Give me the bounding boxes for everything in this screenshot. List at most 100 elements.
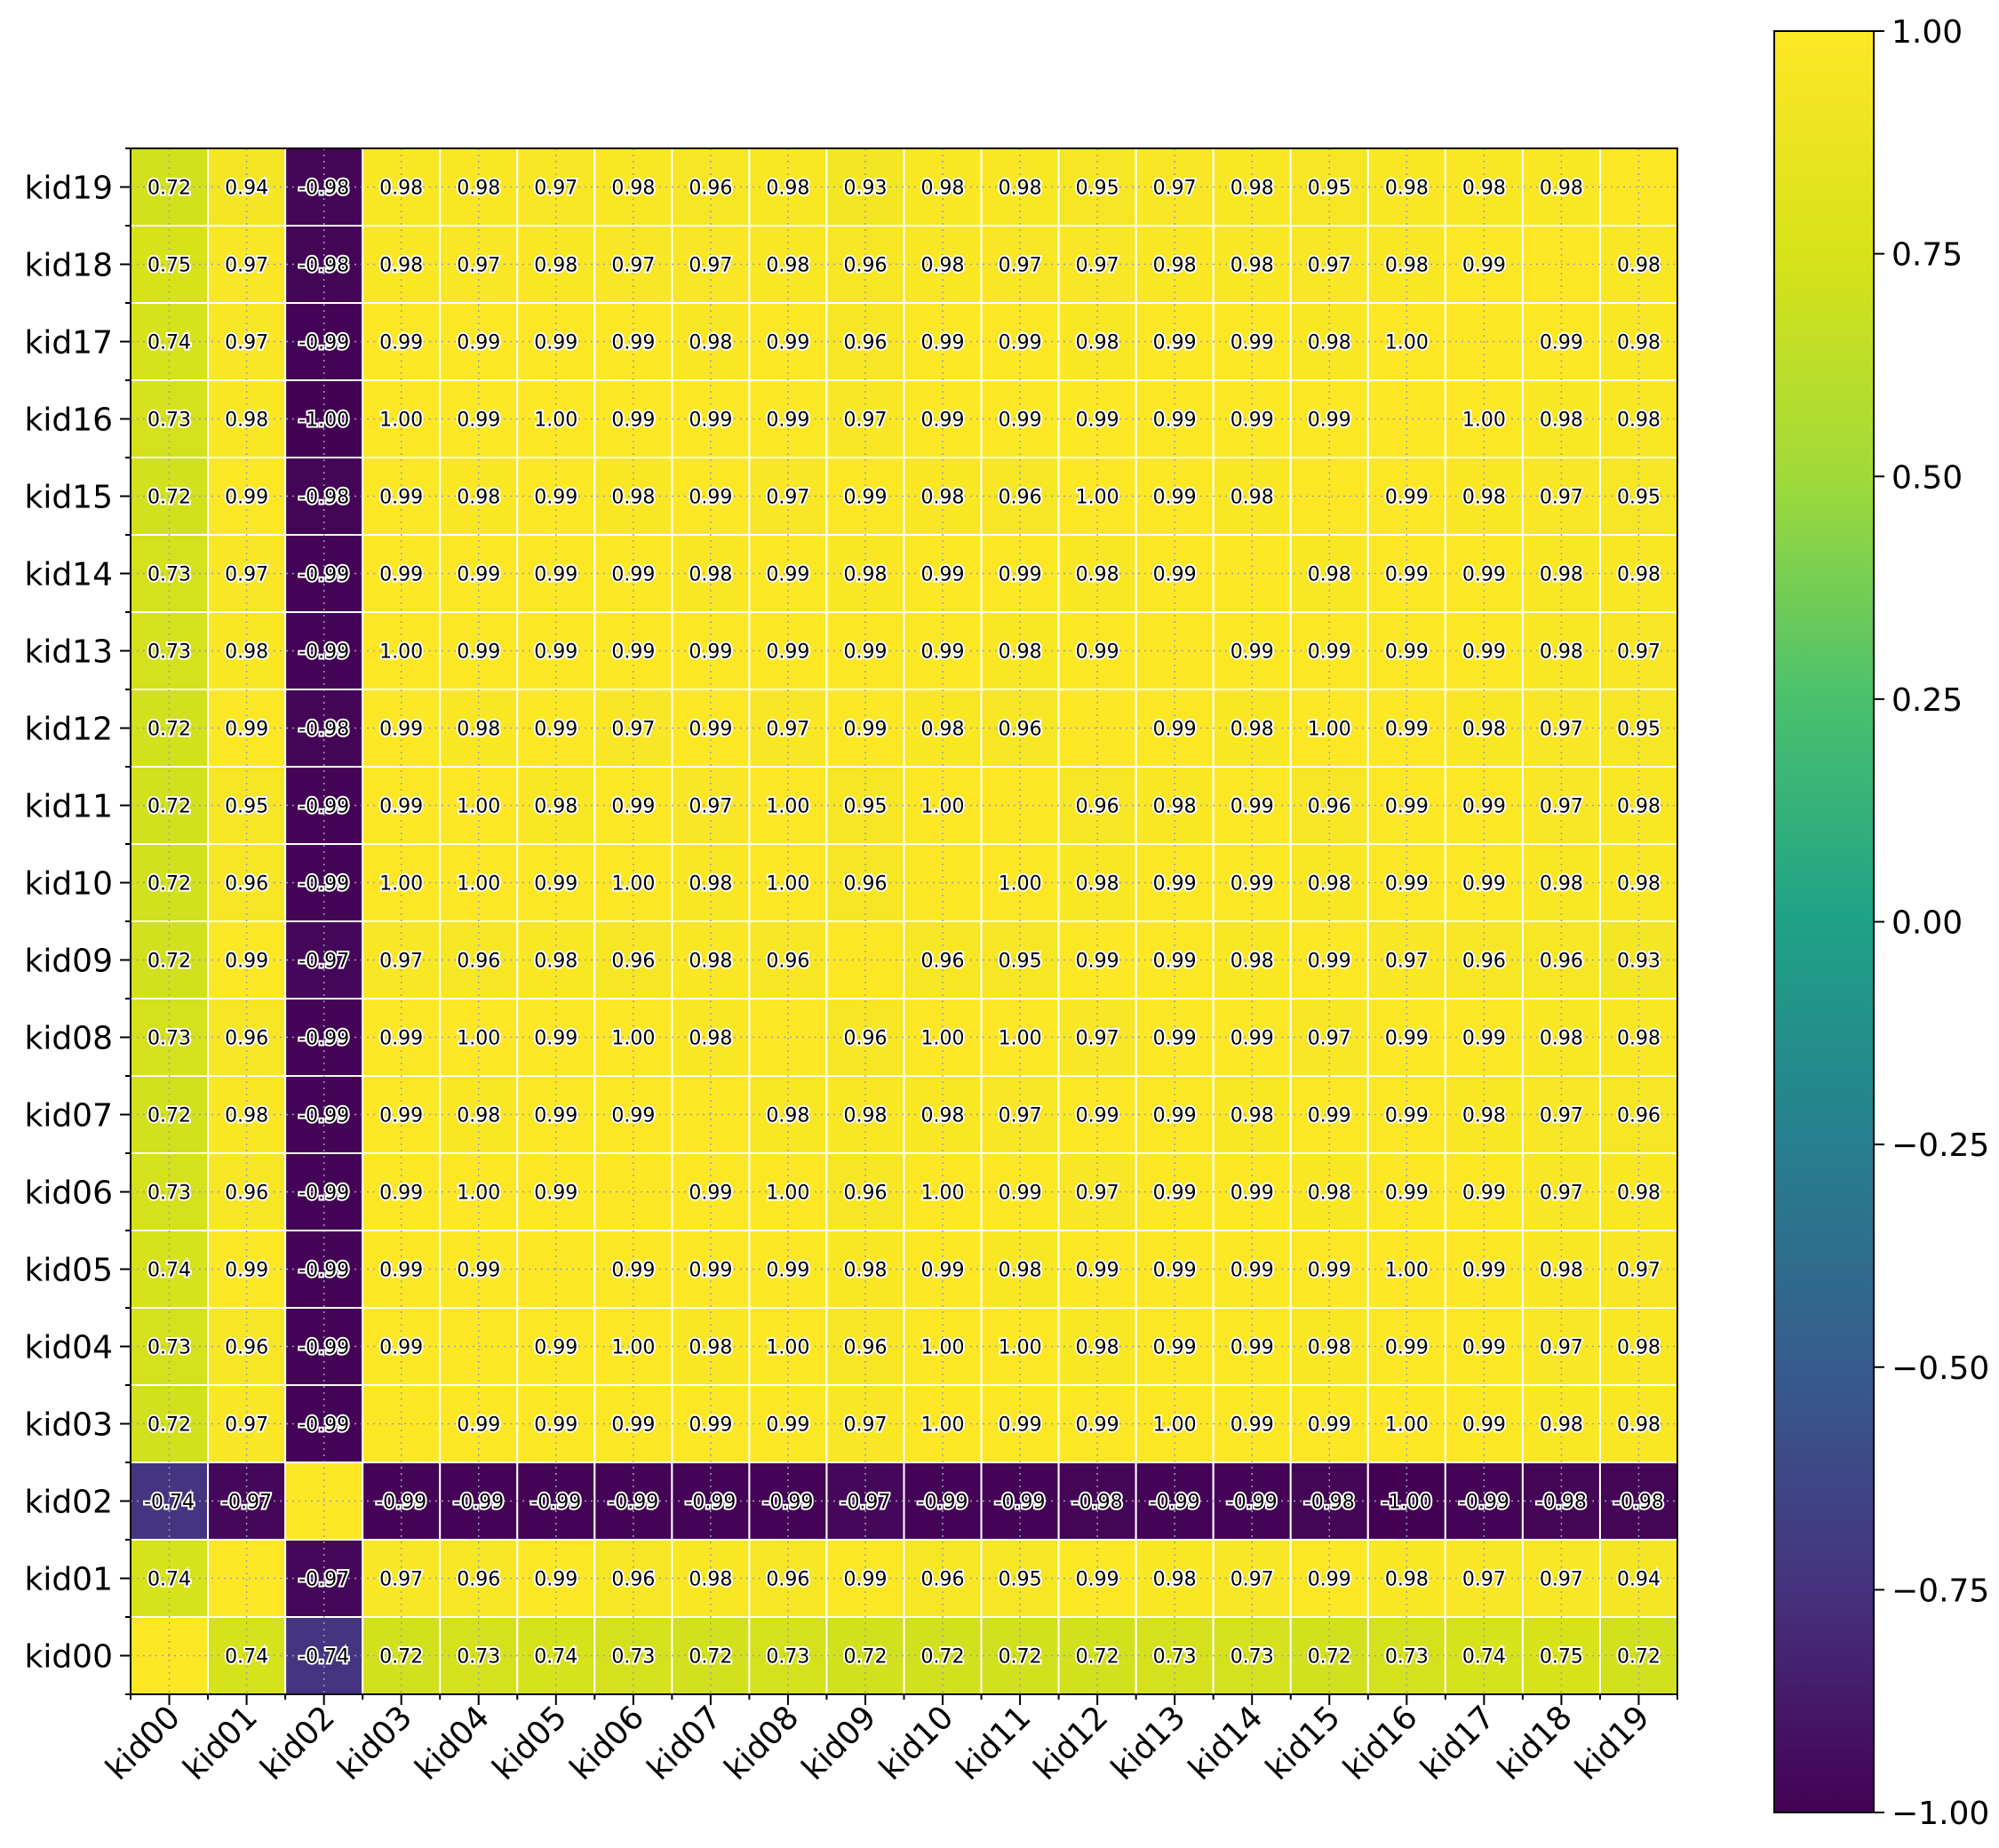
grid-lines (131, 148, 1677, 1694)
cell-value-label: 0.98 (1617, 873, 1661, 896)
cell-value-label: 0.98 (457, 178, 500, 200)
heatmap-cell (1598, 1462, 1678, 1541)
x-tick-label: kid06 (563, 1699, 651, 1787)
cell-value-label: 0.99 (1462, 1337, 1506, 1359)
cell-value-label: 0.99 (1308, 1105, 1351, 1127)
cell-value-label: 0.99 (1230, 332, 1274, 354)
cell-value-label: 0.98 (457, 1105, 500, 1127)
cell-value-label: -0.99 (299, 1414, 349, 1437)
y-tick-label: kid13 (24, 634, 113, 671)
cell-value-label: 0.98 (766, 255, 809, 277)
cell-value-label: 0.99 (843, 487, 887, 509)
cell-value-label: 0.98 (379, 255, 423, 277)
cell-value-label: 0.99 (766, 564, 809, 586)
cell-value-label: 0.99 (1153, 564, 1197, 586)
y-tick-label: kid02 (24, 1485, 113, 1521)
cell-value-label: 0.97 (1540, 1337, 1583, 1359)
cell-value-label: 1.00 (379, 410, 423, 432)
cell-value-label: 0.98 (921, 178, 965, 200)
cell-value-label: 0.99 (1385, 1337, 1429, 1359)
cell-value-label: -0.97 (840, 1492, 891, 1514)
cell-value-label: -0.99 (1227, 1492, 1278, 1514)
cell-value-label: 0.99 (1462, 1414, 1506, 1437)
cell-value-label: -0.99 (299, 1183, 349, 1205)
cell-value-label: 0.98 (611, 178, 655, 200)
cell-value-label: 0.99 (1308, 410, 1351, 432)
y-tick-label: kid18 (24, 248, 113, 284)
cell-value-label: 0.99 (1540, 332, 1583, 354)
cell-value-label: 0.99 (379, 1183, 423, 1205)
cell-value-label: -0.99 (299, 641, 349, 664)
heatmap-cell (748, 379, 828, 458)
heatmap-cell (903, 225, 983, 304)
heatmap-cells (130, 147, 1678, 1695)
cell-value-label: -0.99 (299, 1260, 349, 1282)
cell-value-label: 0.96 (843, 255, 887, 277)
cell-value-label: -0.99 (1150, 1492, 1200, 1514)
y-tick-label: kid19 (24, 171, 113, 207)
cell-value-label: 0.98 (1153, 255, 1197, 277)
cell-value-label: 0.98 (1617, 1337, 1661, 1359)
cell-value-label: 0.99 (921, 564, 965, 586)
cell-value-label: 0.99 (534, 641, 577, 664)
heatmap-cell (1289, 766, 1369, 845)
cell-value-label: 0.99 (1462, 1260, 1506, 1282)
cell-value-label: 0.98 (1308, 1337, 1351, 1359)
cell-value-label: 1.00 (379, 641, 423, 664)
cell-value-label: -0.98 (1536, 1492, 1587, 1514)
cell-value-label: -0.74 (299, 1646, 349, 1669)
cell-value-label: 0.99 (843, 1569, 887, 1591)
cell-value-label: -0.98 (299, 178, 349, 200)
cell-value-label: 0.98 (1308, 332, 1351, 354)
y-tick-label: kid17 (24, 325, 113, 362)
cell-value-label: -0.99 (299, 873, 349, 896)
cell-value-label: 0.99 (1230, 1028, 1274, 1050)
cell-value-label: 0.96 (999, 487, 1042, 509)
cell-value-label: 0.98 (921, 1105, 965, 1127)
cell-value-label: 0.96 (921, 1569, 965, 1591)
cell-value-label: 0.72 (1076, 1646, 1119, 1669)
cell-value-label: 0.97 (457, 255, 500, 277)
cell-value-label: 1.00 (457, 873, 500, 896)
cell-value-label: 1.00 (921, 1028, 965, 1050)
cell-value-label: 0.96 (843, 1028, 887, 1050)
cell-value-label: 0.98 (689, 1028, 732, 1050)
heatmap-cell (593, 1462, 673, 1541)
cell-value-label: 0.98 (1153, 1569, 1197, 1591)
cell-value-label: 0.99 (1462, 564, 1506, 586)
cell-value-label: 0.99 (766, 410, 809, 432)
heatmap-cell (748, 766, 828, 845)
cell-value-label: 0.96 (611, 951, 655, 973)
cell-value-label: 1.00 (921, 1337, 965, 1359)
cell-value-label: 0.99 (1462, 873, 1506, 896)
cell-value-label: 0.99 (1308, 1414, 1351, 1437)
cell-value-label: 0.99 (1230, 796, 1274, 818)
x-tick-label: kid03 (331, 1699, 419, 1787)
cell-value-label: 0.97 (1617, 641, 1661, 664)
cell-value-label: 0.97 (1308, 255, 1351, 277)
cell-value-label: 0.99 (611, 641, 655, 664)
cell-value-label: 0.99 (534, 1337, 577, 1359)
cell-value-label: 0.98 (1076, 564, 1119, 586)
cell-value-label: 0.99 (1153, 873, 1197, 896)
cell-value-label: -0.99 (995, 1492, 1046, 1514)
x-tick-label: kid18 (1491, 1699, 1579, 1787)
cell-value-label: 0.99 (1076, 410, 1119, 432)
cell-value-label: 0.99 (534, 1028, 577, 1050)
cell-value-label: -0.98 (299, 719, 349, 741)
cell-value-label: 0.98 (689, 564, 732, 586)
cell-value-label: 0.98 (921, 719, 965, 741)
cell-value-label: 0.98 (1540, 641, 1583, 664)
cell-value-label: 0.99 (1385, 796, 1429, 818)
x-tick-label: kid01 (177, 1699, 265, 1787)
heatmap-cell (593, 1152, 673, 1231)
cell-value-label: 0.99 (766, 1260, 809, 1282)
cell-value-label: 0.99 (1153, 1105, 1197, 1127)
heatmap-cell (1057, 1152, 1137, 1231)
cell-value-label: 1.00 (457, 1028, 500, 1050)
cell-value-label: 0.98 (1385, 1569, 1429, 1591)
cell-value-label: 0.99 (1076, 1260, 1119, 1282)
cell-value-label: 0.97 (999, 1105, 1042, 1127)
cell-value-label: 0.99 (1385, 1183, 1429, 1205)
